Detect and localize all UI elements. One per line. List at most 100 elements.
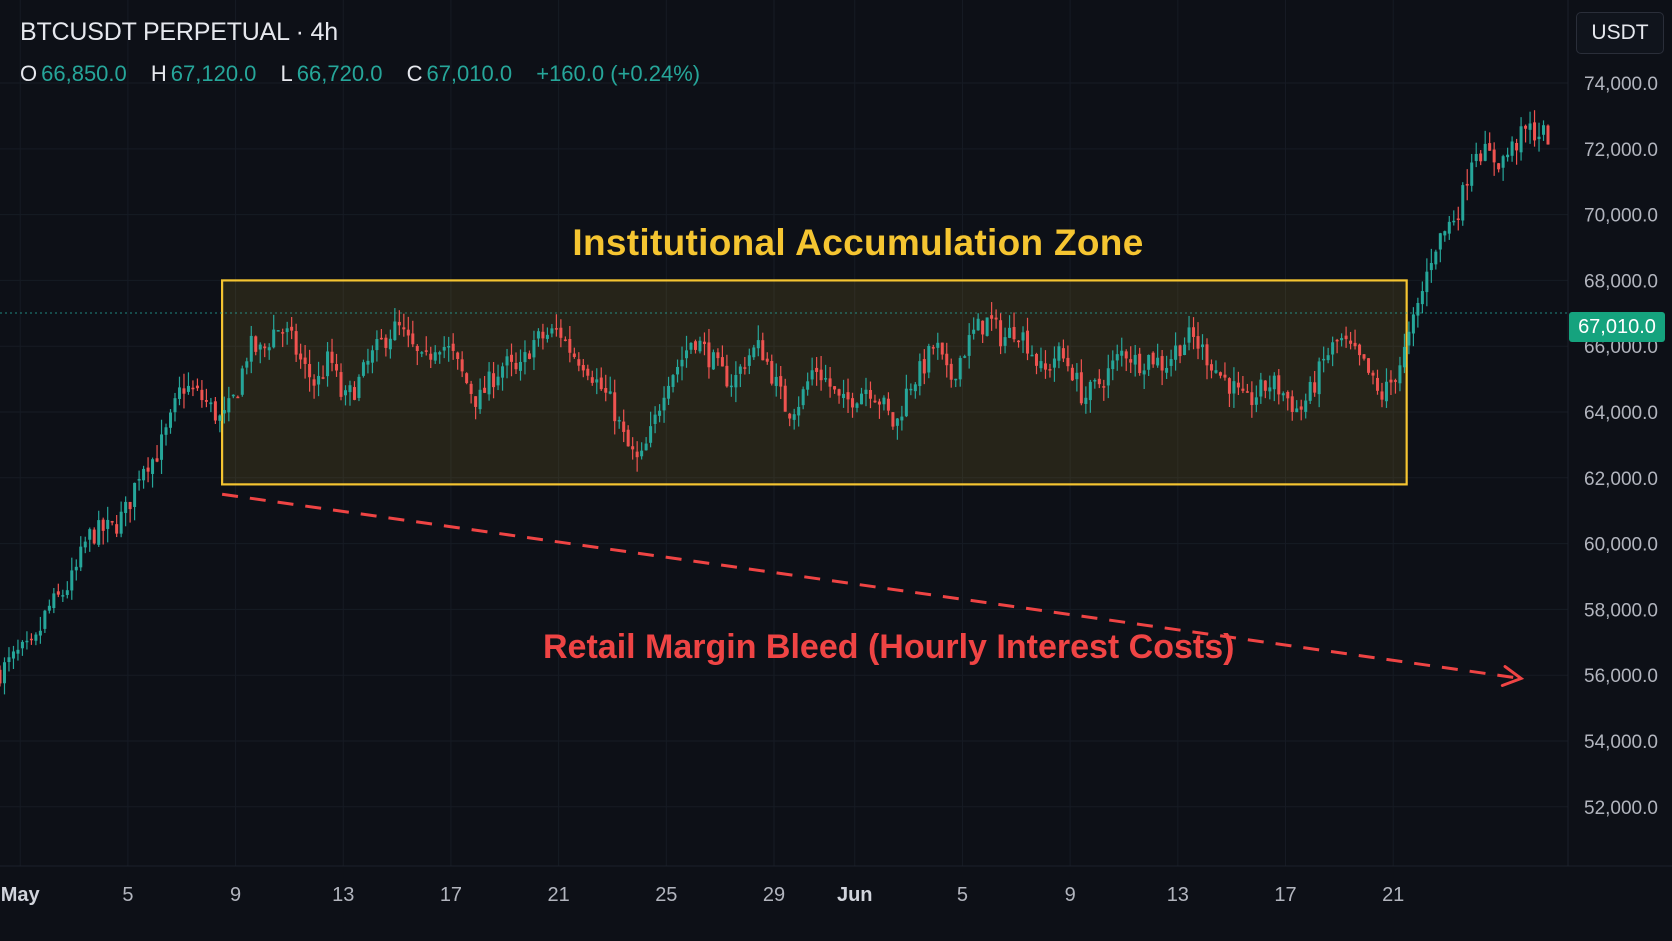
candle-body bbox=[599, 377, 603, 390]
candle-body bbox=[1209, 364, 1213, 371]
candle-body bbox=[483, 387, 487, 393]
time-axis[interactable]: May 5 9 13 17 21 25 29 Jun 5 9 13 17 21 bbox=[1, 884, 1405, 906]
candle-body bbox=[460, 359, 464, 372]
candle-body bbox=[792, 414, 796, 420]
candle-body bbox=[115, 524, 119, 534]
candle-body bbox=[810, 370, 814, 380]
candle-body bbox=[501, 366, 505, 378]
candle-body bbox=[1250, 392, 1254, 406]
candle-body bbox=[276, 330, 280, 332]
candle-body bbox=[1169, 359, 1173, 366]
candle-body bbox=[456, 352, 460, 359]
candle-body bbox=[379, 337, 383, 340]
price-tick-label: 68,000.0 bbox=[1584, 271, 1658, 292]
candle-body bbox=[518, 361, 522, 371]
bleed-arrow bbox=[221, 492, 1522, 680]
candle-body bbox=[734, 374, 738, 388]
candle-body bbox=[1299, 406, 1303, 410]
candle-body bbox=[339, 372, 343, 397]
candle-body bbox=[1398, 365, 1402, 384]
candle-body bbox=[895, 418, 899, 426]
candle-body bbox=[2, 662, 6, 684]
candle-body bbox=[1093, 379, 1097, 382]
price-tick-label: 60,000.0 bbox=[1584, 535, 1658, 556]
candle-body bbox=[1232, 381, 1236, 394]
candle-body bbox=[720, 357, 724, 367]
candle-body bbox=[209, 402, 213, 405]
time-tick-label: May bbox=[1, 884, 41, 906]
candle-body bbox=[904, 388, 908, 417]
time-tick-label: 21 bbox=[1382, 884, 1404, 906]
candle-body bbox=[842, 393, 846, 399]
candle-body bbox=[1138, 353, 1142, 374]
candle-body bbox=[954, 378, 958, 381]
candle-body bbox=[604, 387, 608, 393]
candle-body bbox=[1304, 400, 1308, 412]
bleed-label: Retail Margin Bleed (Hourly Interest Cos… bbox=[543, 628, 1235, 666]
close-value: 67,010.0 bbox=[426, 61, 513, 86]
candle-body bbox=[1245, 391, 1249, 393]
candle-body bbox=[702, 341, 706, 345]
candle-body bbox=[1340, 338, 1344, 341]
candle-body bbox=[1510, 141, 1514, 156]
candle-body bbox=[388, 338, 392, 350]
candle-body bbox=[1106, 368, 1110, 386]
candle-body bbox=[581, 365, 585, 371]
candle-body bbox=[945, 353, 949, 366]
candle-body bbox=[613, 392, 617, 422]
close-label: C bbox=[406, 61, 423, 86]
candle-body bbox=[83, 541, 87, 548]
candle-body bbox=[658, 410, 662, 416]
price-axis[interactable]: 74,000.0 72,000.0 70,000.0 68,000.0 66,000.0… bbox=[1584, 74, 1658, 819]
candle-body bbox=[1183, 344, 1187, 355]
candle-body bbox=[433, 352, 437, 361]
time-tick-label: 5 bbox=[957, 884, 968, 906]
candle-body bbox=[146, 467, 150, 472]
candle-body bbox=[931, 347, 935, 349]
price-tick-label: 56,000.0 bbox=[1584, 666, 1658, 687]
candle-body bbox=[725, 365, 729, 387]
candle-body bbox=[1452, 220, 1456, 223]
candle-body bbox=[999, 320, 1003, 347]
candle-body bbox=[837, 389, 841, 396]
currency-unit-button[interactable]: USDT bbox=[1576, 12, 1664, 54]
candle-body bbox=[29, 638, 33, 641]
candle-body bbox=[1165, 367, 1169, 373]
candle-body bbox=[1497, 163, 1501, 170]
candle-body bbox=[976, 318, 980, 331]
candle-body bbox=[1008, 327, 1012, 338]
candle-body bbox=[680, 359, 684, 367]
price-tick-label: 64,000.0 bbox=[1584, 403, 1658, 424]
candle-body bbox=[833, 386, 837, 390]
candle-body bbox=[1147, 354, 1151, 370]
candle-body bbox=[478, 389, 482, 410]
candle-body bbox=[1192, 327, 1196, 337]
candle-body bbox=[1546, 125, 1550, 145]
candle-body bbox=[693, 341, 697, 350]
candle-body bbox=[1030, 354, 1034, 357]
candle-body bbox=[1425, 271, 1429, 293]
candle-body bbox=[317, 375, 321, 385]
candle-body bbox=[1003, 337, 1007, 346]
time-tick-label: 5 bbox=[122, 884, 133, 906]
candle-body bbox=[608, 391, 612, 394]
candle-body bbox=[554, 328, 558, 330]
symbol-title[interactable]: BTCUSDT PERPETUAL · 4h bbox=[20, 18, 338, 46]
ohlc-readout: O 66,850.0 H 67,120.0 L 66,720.0 C 67,010.0 … bbox=[20, 61, 700, 87]
candle-body bbox=[285, 328, 289, 333]
candle-body bbox=[1129, 359, 1133, 363]
candle-body bbox=[352, 387, 356, 400]
candle-body bbox=[200, 389, 204, 401]
candle-body bbox=[411, 333, 415, 345]
time-tick-label: 9 bbox=[1065, 884, 1076, 906]
candle-body bbox=[1120, 350, 1124, 356]
candle-body bbox=[644, 443, 648, 451]
candle-body bbox=[541, 331, 545, 339]
candle-body bbox=[1017, 340, 1021, 343]
candle-body bbox=[299, 353, 303, 360]
candle-body bbox=[631, 446, 635, 450]
open-label: O bbox=[20, 61, 38, 86]
candle-body bbox=[1506, 154, 1510, 158]
candle-body bbox=[240, 368, 244, 395]
